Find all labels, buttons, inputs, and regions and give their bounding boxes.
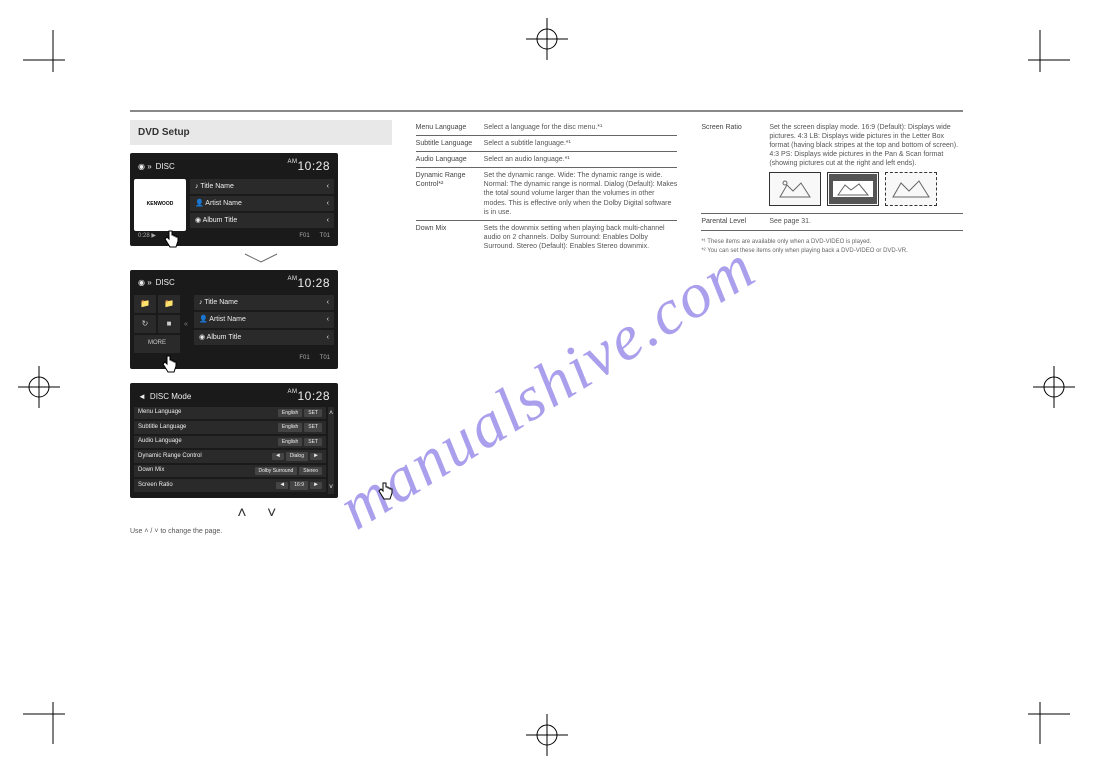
crop-mark-bottom-left <box>23 690 77 744</box>
collapse-chevron[interactable]: « <box>184 295 190 353</box>
t-counter: T01 <box>320 233 330 241</box>
section-header: DVD Setup <box>130 120 392 145</box>
source-label: DISC <box>156 278 175 288</box>
f-counter: F01 <box>299 355 309 363</box>
table-row: Subtitle LanguageSelect a subtitle langu… <box>416 136 678 152</box>
setting-audio-language[interactable]: Audio LanguageEnglishSET <box>134 436 326 449</box>
column-left: DVD Setup ◉ » DISC AM10:28 KENWOOD ♪ Tit… <box>130 120 392 536</box>
scrollbar[interactable]: ˄˅ <box>328 407 334 494</box>
crop-mark-top-center <box>526 18 568 60</box>
clock: AM10:28 <box>287 276 330 292</box>
ratio-16-9-icon <box>769 172 821 206</box>
crop-mark-right <box>1033 366 1075 408</box>
column-right: Screen Ratio Set the screen display mode… <box>701 120 963 536</box>
source-label: DISC <box>156 162 175 172</box>
hand-pointer-icon <box>160 228 184 252</box>
nav-note: Use ˄ / ˅ to change the page. <box>130 527 392 536</box>
back-icon[interactable]: ◄ <box>138 392 146 402</box>
folder-down-button[interactable]: 📁 <box>158 295 180 313</box>
setting-subtitle-language[interactable]: Subtitle LanguageEnglishSET <box>134 421 326 434</box>
control-grid: 📁 📁 ↻ ■ MORE <box>134 295 180 353</box>
screen-ratio-desc: Set the screen display mode. 16:9 (Defau… <box>769 123 963 168</box>
disc-icon: ◉ » <box>138 162 152 172</box>
setting-screen-ratio[interactable]: Screen Ratio◄16:9► <box>134 479 326 492</box>
page-content: DVD Setup ◉ » DISC AM10:28 KENWOOD ♪ Tit… <box>130 110 963 664</box>
title-row: ♪ Title Name‹ <box>190 179 334 194</box>
screenshot-disc-mode: ◄ DISC Mode AM10:28 Menu LanguageEnglish… <box>130 383 338 498</box>
album-art: KENWOOD <box>134 179 186 231</box>
f-counter: F01 <box>299 233 309 241</box>
album-row: ◉ Album Title‹ <box>190 213 334 228</box>
folder-up-button[interactable]: 📁 <box>134 295 156 313</box>
page-nav-chevrons: ˄ ˅ <box>130 504 392 525</box>
stop-button[interactable]: ■ <box>158 315 180 333</box>
artist-row: 👤 Artist Name‹ <box>194 312 334 327</box>
crop-mark-bottom-right <box>1016 690 1070 744</box>
play-time: 0:28 ▶ <box>138 233 156 241</box>
top-divider <box>130 110 963 112</box>
screen-ratio-examples <box>769 172 963 206</box>
ratio-4-3-lb-icon <box>827 172 879 206</box>
disc-icon: ◉ » <box>138 278 152 288</box>
setting-down-mix[interactable]: Down MixDolby SurroundStereo <box>134 465 326 478</box>
crop-mark-left <box>18 366 60 408</box>
t-counter: T01 <box>320 355 330 363</box>
column-middle: Menu LanguageSelect a language for the d… <box>416 120 678 536</box>
hand-pointer-icon <box>374 480 398 504</box>
table-row: Dynamic Range Control*²Set the dynamic r… <box>416 168 678 220</box>
crop-mark-top-left <box>23 30 77 84</box>
table-row: Down MixSets the downmix setting when pl… <box>416 221 678 254</box>
hand-pointer-icon <box>158 353 182 377</box>
album-row: ◉ Album Title‹ <box>194 330 334 345</box>
setting-menu-language[interactable]: Menu LanguageEnglishSET <box>134 407 326 420</box>
setting-dynamic-range[interactable]: Dynamic Range Control◄Dialog► <box>134 450 326 463</box>
repeat-button[interactable]: ↻ <box>134 315 156 333</box>
mode-title: DISC Mode <box>150 392 191 402</box>
artist-row: 👤 Artist Name‹ <box>190 196 334 211</box>
clock: AM10:28 <box>287 389 330 405</box>
footnote: *¹ These items are available only when a… <box>701 239 963 247</box>
crop-mark-bottom-center <box>526 714 568 756</box>
crop-mark-top-right <box>1016 30 1070 84</box>
footnote: *² You can set these items only when pla… <box>701 248 963 256</box>
more-button[interactable]: MORE <box>134 335 180 353</box>
table-row: Menu LanguageSelect a language for the d… <box>416 120 678 136</box>
table-row: Screen Ratio Set the screen display mode… <box>701 120 963 214</box>
table-row: Audio LanguageSelect an audio language.*… <box>416 152 678 168</box>
ratio-4-3-ps-icon <box>885 172 937 206</box>
flow-arrow-down <box>130 252 392 267</box>
title-row: ♪ Title Name‹ <box>194 295 334 310</box>
table-row: Parental LevelSee page 31. <box>701 214 963 230</box>
clock: AM10:28 <box>287 159 330 175</box>
